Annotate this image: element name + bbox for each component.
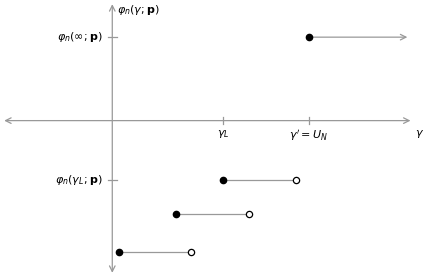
Text: $\gamma' = U_N$: $\gamma' = U_N$ bbox=[289, 128, 328, 143]
Text: $\varphi_n(\gamma; \mathbf{p})$: $\varphi_n(\gamma; \mathbf{p})$ bbox=[117, 2, 160, 17]
Text: $\gamma_L$: $\gamma_L$ bbox=[217, 128, 230, 140]
Text: $\gamma$: $\gamma$ bbox=[415, 128, 424, 140]
Text: $\varphi_n(\gamma_L; \mathbf{p})$: $\varphi_n(\gamma_L; \mathbf{p})$ bbox=[55, 173, 103, 187]
Text: $\varphi_n(\infty; \mathbf{p})$: $\varphi_n(\infty; \mathbf{p})$ bbox=[57, 30, 103, 44]
